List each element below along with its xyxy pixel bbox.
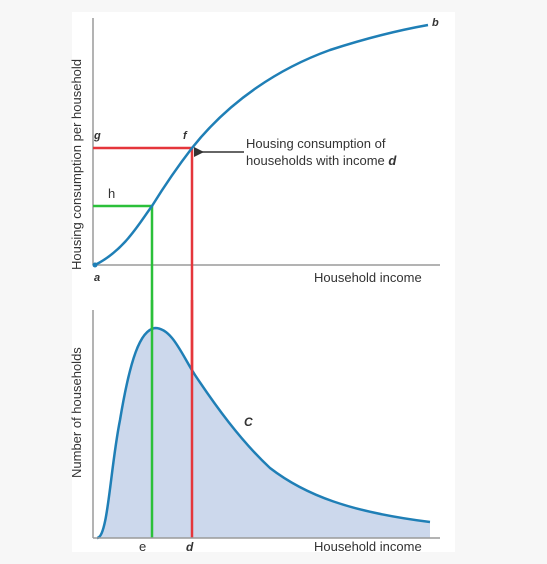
point-a-dot xyxy=(92,262,98,268)
annotation-line-2-var: d xyxy=(388,153,397,168)
consumption-curve xyxy=(94,23,429,267)
bottom-y-axis-label: Number of households xyxy=(69,347,84,478)
point-d-label: d xyxy=(186,540,194,554)
top-y-axis-label: Housing consumption per household xyxy=(69,59,84,270)
annotation-line-2: households with income d xyxy=(246,153,397,168)
distribution-curve xyxy=(96,326,431,540)
distribution-area xyxy=(97,328,430,538)
point-e-label: e xyxy=(139,539,146,554)
bottom-x-axis-label: Household income xyxy=(314,539,422,554)
point-f-label: f xyxy=(183,130,188,142)
annotation-line-1: Housing consumption of xyxy=(246,136,386,151)
top-x-axis-label: Household income xyxy=(314,270,422,285)
point-b-label: b xyxy=(432,17,439,29)
annotation-line-2-text: households with income xyxy=(246,153,388,168)
curve-c-label: C xyxy=(244,415,253,429)
point-h-label: h xyxy=(108,186,115,201)
point-g-label: g xyxy=(93,130,101,142)
point-a-label: a xyxy=(94,272,100,284)
